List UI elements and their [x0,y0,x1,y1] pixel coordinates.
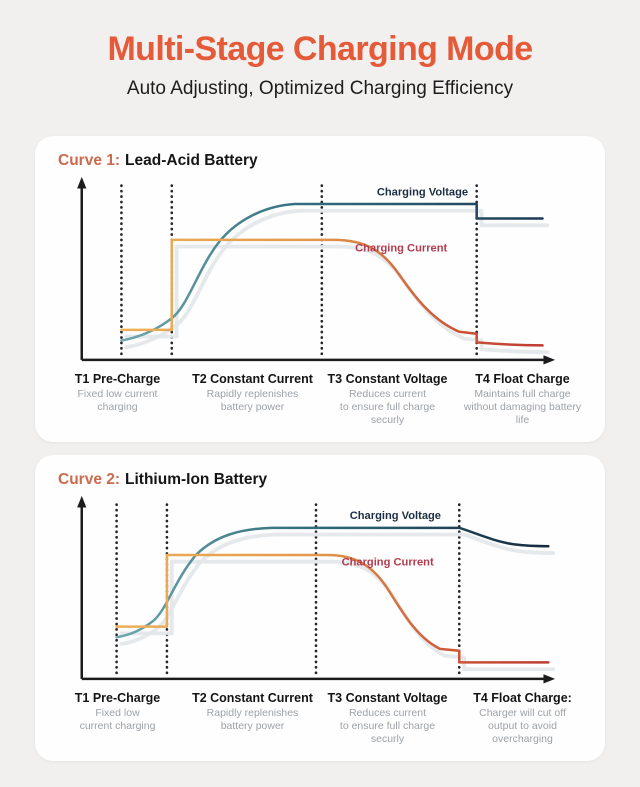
charging-voltage-label: Charging Voltage [377,186,468,198]
charging-current-shadow [124,244,550,355]
stage-column: T2 Constant Current Rapidly replenishes b… [185,372,320,428]
stage-column: T4 Float Charge: Charger will cut off out… [455,691,590,747]
stage-title: T2 Constant Current [192,690,313,705]
charging-voltage-curve [120,202,544,342]
stage-description: Fixed low current charging [79,706,156,732]
x-axis-arrow-icon [543,355,556,365]
chart-title-prefix: Curve 2: [58,470,121,488]
stage-description: Rapidly replenishes battery power [206,706,299,732]
stage-description: Charger will cut off output to avoid ove… [479,706,566,746]
stage-description: Rapidly replenishes battery power [206,387,299,414]
chart-title: Curve 2: Lithium-Ion Battery [58,471,590,489]
stage-title: T1 Pre-Charge [74,371,161,386]
chart-card-lead-acid: Curve 1: Lead-Acid Battery Charging Volta… [35,136,605,442]
page-title: Multi-Stage Charging Mode [107,30,533,68]
chart-area: Charging Voltage Charging Current [74,174,558,368]
stage-title: T4 Float Charge [475,371,570,386]
stage-labels: T1 Pre-Charge Fixed low current charging T… [50,691,590,747]
charging-voltage-shadow [119,532,556,646]
stage-column: T3 Constant Voltage Reduces current to en… [320,691,455,747]
charging-voltage-label: Charging Voltage [350,510,441,522]
chart-title: Curve 1: Lead-Acid Battery [58,152,590,170]
chart-canvas: Charging Voltage Charging Current [77,495,556,684]
stage-description: Reduces current to ensure full charge se… [339,706,436,746]
stage-description: Fixed low current charging [77,387,158,414]
page-header: Multi-Stage Charging Mode Auto Adjusting… [0,0,640,100]
charging-current-label: Charging Current [355,242,447,254]
stage-column: T3 Constant Voltage Reduces current to en… [320,372,455,428]
chart-title-prefix: Curve 1: [58,152,121,169]
chart-title-text: Lithium-Ion Battery [125,470,268,488]
y-axis-arrow-icon [77,495,87,508]
stage-column: T1 Pre-Charge Fixed low current charging [50,691,185,747]
stage-labels: T1 Pre-Charge Fixed low current charging T… [50,372,590,428]
charging-current-curve [115,553,550,664]
stage-column: T2 Constant Current Rapidly replenishes b… [185,691,320,747]
chart-area: Charging Voltage Charging Current [74,493,558,687]
charging-voltage-curve [115,526,550,639]
charging-current-shadow [119,559,556,672]
chart-card-lithium-ion: Curve 2: Lithium-Ion Battery Charging Vol… [35,454,605,761]
charging-voltage-shadow [124,208,550,350]
stage-title: T2 Constant Current [192,371,313,386]
stage-column: T1 Pre-Charge Fixed low current charging [50,372,185,428]
charging-current-curve [120,238,544,347]
x-axis-arrow-icon [543,674,556,684]
stage-description: Reduces current to ensure full charge se… [339,387,436,427]
stage-column: T4 Float Charge Maintains full charge wit… [455,372,590,428]
stage-title: T1 Pre-Charge [74,690,161,705]
stage-title: T3 Constant Voltage [327,371,448,386]
stage-title: T3 Constant Voltage [327,690,448,705]
chart-canvas: Charging Voltage Charging Current [77,176,556,365]
y-axis-arrow-icon [77,176,87,189]
stage-description: Maintains full charge without damaging b… [463,387,582,427]
chart-title-text: Lead-Acid Battery [125,152,258,169]
stage-title: T4 Float Charge: [473,690,572,705]
charging-current-label: Charging Current [342,557,434,569]
page-subtitle: Auto Adjusting, Optimized Charging Effic… [126,78,514,99]
